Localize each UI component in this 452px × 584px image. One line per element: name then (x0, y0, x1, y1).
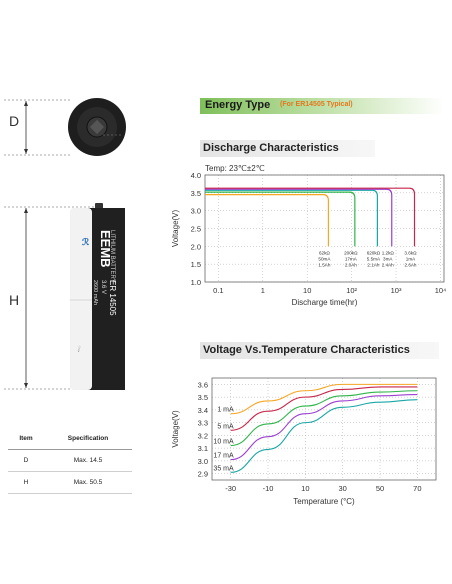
y-tick-label: 2.5 (191, 225, 201, 234)
series-line (230, 383, 418, 415)
temperature-chart: 2.9 3.0 3.1 3.2 3.3 3.4 3.5 3.6 -30 -10 10 30 50 70 Te… (171, 377, 437, 506)
series-data-label: 2.6Ah (404, 262, 416, 267)
dim-d-label: D (9, 113, 20, 129)
series-label: 17 mA (213, 453, 234, 460)
series-label: 10 mA (213, 439, 234, 446)
svg-text:☄: ☄ (75, 344, 84, 354)
spec-header-item: Item (8, 428, 44, 450)
series-data-label: 1.2kΩ (382, 250, 395, 255)
energy-type-banner: Energy Type (For ER14505 Typical) (200, 98, 444, 114)
series-line (230, 386, 418, 431)
ul-mark: ℛ (82, 237, 90, 247)
battery-sub-text-2: 2600 mAh (92, 280, 98, 305)
y-axis-label: Voltage(V) (171, 209, 180, 247)
series-line (205, 188, 393, 247)
y-tick-label: 3.1 (198, 444, 208, 453)
table-row: D Max. 14.5 (8, 449, 132, 472)
series-data-label: 62kΩ (319, 250, 330, 255)
spec-cell-value: Max. 50.5 (44, 471, 132, 494)
spec-cell-value: Max. 14.5 (44, 449, 132, 472)
battery-model: ER 14505 (108, 280, 117, 316)
y-tick-label: 3.0 (198, 457, 208, 466)
series-data-label: 1mA (406, 256, 416, 261)
y-tick-label: 4.0 (191, 171, 201, 180)
series-line (230, 399, 418, 473)
series-line (205, 194, 330, 247)
series-data-label: 17mA (345, 256, 358, 261)
series-line (230, 390, 418, 447)
y-tick-label: 1.5 (191, 260, 201, 269)
discharge-chart-title: Discharge Characteristics (200, 140, 375, 157)
chart-annotation: Temp: 23℃±2℃ (205, 164, 265, 173)
series-line (205, 189, 378, 247)
battery-side-view: ℛ ☄ (70, 208, 125, 390)
energy-type-title: Energy Type (205, 99, 271, 111)
y-tick-label: 1.0 (191, 278, 201, 287)
series-label: 5 mA (217, 423, 234, 430)
spec-cell-item: D (8, 449, 44, 472)
battery-voltage: 3.6 V (100, 280, 106, 294)
dim-h-label: H (9, 292, 20, 308)
series-data-label: 3.6kΩ (404, 250, 417, 255)
table-row: H Max. 50.5 (8, 471, 132, 494)
x-axis-label: Discharge time(hr) (292, 298, 358, 307)
y-tick-label: 2.9 (198, 470, 208, 479)
y-axis-label: Voltage(V) (171, 410, 180, 448)
x-tick-label: 10 (301, 484, 309, 493)
x-tick-label: 10² (346, 286, 357, 295)
y-tick-label: 3.6 (198, 380, 208, 389)
x-tick-label: 70 (413, 484, 421, 493)
x-tick-label: 10⁴ (435, 286, 447, 295)
series-data-label: 5.5mA (367, 256, 381, 261)
series-data-label: 2.1Ah (367, 262, 379, 267)
series-data-label: 3mA (383, 256, 393, 261)
plot-area (204, 174, 445, 283)
spec-header-spec: Specification (44, 428, 132, 450)
spec-cell-item: H (8, 471, 44, 494)
series-data-label: 2.4Ah (382, 262, 394, 267)
series-label: 1 mA (217, 407, 234, 414)
y-tick-label: 3.3 (198, 419, 208, 428)
battery-sub-text-1: LITHIUM BATTERY (109, 230, 115, 283)
plot-area (211, 377, 437, 481)
series-data-label: 200kΩ (344, 250, 358, 255)
x-tick-label: -10 (263, 484, 274, 493)
y-tick-label: 3.2 (198, 431, 208, 440)
x-tick-label: 10 (303, 286, 311, 295)
series-data-label: 620kΩ (367, 250, 381, 255)
battery-drawing: ℛ ☄ EEMB LITHIUM BATTERY ER 14505 3.6 V … (4, 98, 126, 390)
x-tick-label: 0.1 (213, 286, 223, 295)
series-data-label: 1.5Ah (318, 262, 330, 267)
energy-type-subtitle: (For ER14505 Typical) (280, 101, 353, 108)
battery-terminal (95, 203, 103, 209)
series-line (205, 191, 356, 247)
x-tick-label: 10³ (391, 286, 402, 295)
series-line (230, 394, 418, 461)
y-tick-label: 3.5 (198, 393, 208, 402)
y-tick-label: 3.5 (191, 189, 201, 198)
battery-brand: EEMB (98, 230, 113, 268)
spec-table: Item Specification D Max. 14.5 H Max. 50… (8, 428, 132, 494)
series-line (205, 187, 416, 247)
y-tick-label: 3.4 (198, 406, 208, 415)
y-tick-label: 2.0 (191, 242, 201, 251)
series-label: 35 mA (213, 465, 234, 472)
temperature-chart-title: Voltage Vs.Temperature Characteristics (200, 342, 439, 359)
x-tick-label: 50 (376, 484, 384, 493)
series-data-label: 2.0Ah (345, 262, 357, 267)
y-tick-label: 3.0 (191, 207, 201, 216)
x-tick-label: 30 (338, 484, 346, 493)
x-tick-label: 1 (261, 286, 265, 295)
discharge-chart: Temp: 23℃±2℃ 1.0 1.5 2.0 2.5 3.0 3.5 4.0 0.1 1 10 1… (171, 164, 447, 307)
x-tick-label: -30 (225, 484, 236, 493)
x-axis-label: Temperature (°C) (293, 497, 355, 506)
series-data-label: 50mA (318, 256, 331, 261)
